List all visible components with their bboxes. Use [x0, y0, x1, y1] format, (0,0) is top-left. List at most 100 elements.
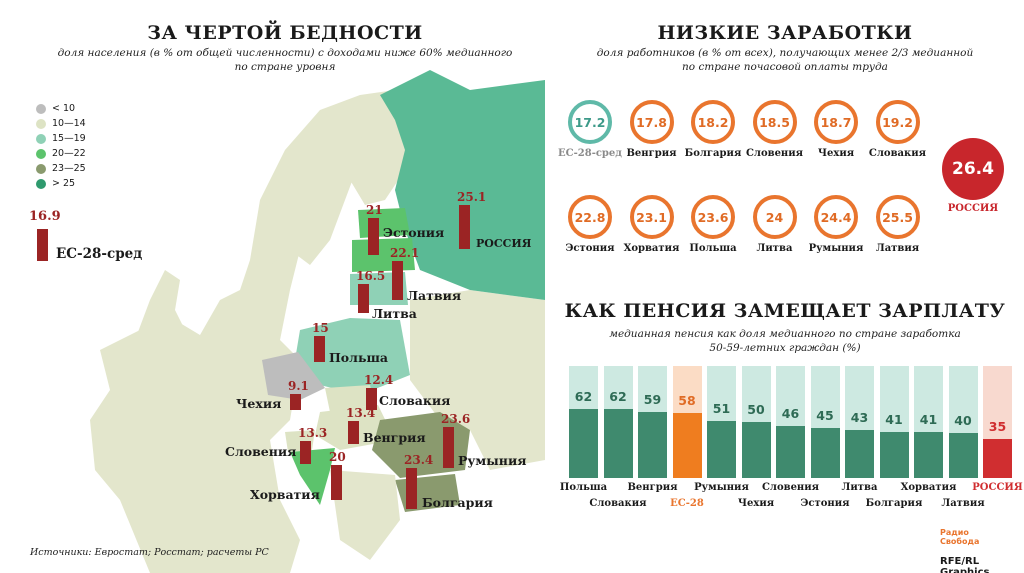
- legend-item: > 25: [36, 176, 86, 191]
- wage-circle: 22.8: [568, 195, 612, 239]
- poverty-bar: [358, 284, 369, 313]
- wage-circle: 24.4: [814, 195, 858, 239]
- wage-circle-label: Хорватия: [623, 243, 680, 254]
- legend-label: 23—25: [52, 163, 86, 174]
- pension-title: КАК ПЕНСИЯ ЗАМЕЩАЕТ ЗАРПЛАТУ: [564, 300, 1006, 322]
- wage-circle: 24: [752, 195, 797, 239]
- wage-circle-label: Польша: [689, 243, 737, 254]
- poverty-subtitle-1: доля населения (в % от общей численности…: [57, 47, 513, 59]
- legend-swatch: [36, 133, 46, 144]
- pension-bar: [914, 432, 943, 478]
- eu-poverty-label: ЕС-28-сред: [56, 246, 143, 262]
- wage-circle-label: ЕС-28-сред: [558, 148, 622, 159]
- pension-bar: [879, 432, 909, 478]
- poverty-value: 23.6: [441, 411, 471, 426]
- legend-swatch: [36, 178, 46, 189]
- poverty-bar: [368, 218, 379, 255]
- legend-swatch: [36, 118, 46, 129]
- map-russia: [380, 70, 545, 300]
- wages-subtitle-2: по стране почасовой оплаты труда: [682, 61, 888, 73]
- pension-value: 46: [781, 406, 800, 422]
- wage-circle: 23.1: [629, 195, 674, 239]
- pension-country-label: ЕС-28: [670, 498, 704, 509]
- eu-poverty-value: 16.9: [29, 209, 61, 224]
- poverty-value: 21: [366, 203, 383, 218]
- pension-value: 62: [609, 388, 627, 404]
- pension-value: 50: [747, 402, 765, 417]
- pension-country-label: Венгрия: [627, 482, 678, 493]
- pension-value: 43: [850, 409, 869, 425]
- pension-country-label: Словакия: [589, 498, 647, 509]
- legend-swatch: [36, 148, 46, 159]
- poverty-country-label: РОССИЯ: [476, 237, 532, 250]
- pension-value: 58: [678, 393, 696, 409]
- pension-value: 45: [816, 407, 834, 423]
- poverty-bar: [406, 468, 417, 509]
- pension-country-label: Хорватия: [900, 482, 957, 493]
- pension-bar: [810, 427, 840, 478]
- legend-item: 20—22: [36, 146, 86, 161]
- wage-circle: 23.6: [691, 195, 735, 239]
- wage-circle: 18.2: [691, 100, 735, 144]
- legend-swatch: [36, 103, 46, 114]
- pension-bar: [983, 438, 1012, 478]
- pension-bar: [776, 426, 805, 478]
- poverty-bar: [300, 440, 311, 464]
- poverty-country-label: Словения: [225, 444, 297, 459]
- wage-circle: 17.2: [568, 100, 612, 144]
- wage-circle-label: Болгария: [684, 148, 742, 159]
- poverty-country-label: Венгрия: [363, 430, 426, 445]
- pension-country-label: Польша: [559, 482, 608, 493]
- pension-bar: [741, 422, 771, 478]
- map-czechia: [262, 352, 325, 400]
- legend-label: 15—19: [52, 133, 86, 144]
- pension-bar: [603, 408, 633, 478]
- poverty-country-label: Латвия: [407, 288, 462, 303]
- map-land-belarus-ukraine: [410, 290, 545, 470]
- pension-bar: [845, 429, 874, 478]
- map-legend: < 10 10—14 15—19 20—22 23—25 > 25: [36, 101, 86, 191]
- poverty-bar: [392, 261, 403, 300]
- pension-country-label: Румыния: [694, 482, 749, 493]
- wages-subtitle-1: доля работников (в % от всех), получающи…: [596, 47, 974, 59]
- pension-bar: [638, 411, 667, 478]
- map-land-scandinavia: [250, 95, 390, 265]
- rferl-credit: RFE/RL Graphics: [940, 556, 990, 573]
- poverty-value: 13.3: [298, 425, 328, 440]
- pension-country-label: Болгария: [865, 498, 923, 509]
- wage-circle-label: Литва: [756, 243, 793, 254]
- pension-bar: [948, 433, 978, 478]
- wage-circle-label: Словакия: [868, 148, 927, 159]
- pension-bar: [707, 420, 736, 478]
- pension-value: 40: [954, 413, 972, 429]
- poverty-value: 9.1: [288, 379, 309, 394]
- poverty-value: 12.4: [364, 373, 394, 388]
- pension-value: 51: [712, 400, 731, 416]
- poverty-value: 16.5: [356, 269, 386, 284]
- pension-value: 62: [574, 388, 593, 404]
- wage-circle-label: Латвия: [875, 243, 920, 254]
- pension-country-label: Эстония: [800, 498, 850, 509]
- poverty-country-label: Литва: [372, 306, 417, 321]
- pension-subtitle-2: 50-59-летних граждан (%): [709, 342, 861, 354]
- poverty-bar: [366, 388, 377, 410]
- wage-circle-label: Эстония: [565, 243, 615, 254]
- wage-circle-label: Словения: [745, 148, 804, 159]
- poverty-subtitle-2: по стране уровня: [234, 61, 336, 73]
- pension-value: 59: [643, 391, 662, 407]
- pension-bar: [672, 413, 702, 478]
- poverty-value: 25.1: [457, 190, 487, 205]
- poverty-value: 23.4: [404, 453, 434, 468]
- pension-country-label: Латвия: [941, 498, 985, 509]
- russia-wage-label: РОССИЯ: [947, 203, 999, 214]
- legend-item: 15—19: [36, 131, 86, 146]
- radio-svoboda-logo: Радио Свобода: [940, 528, 980, 546]
- poverty-value: 20: [329, 450, 346, 464]
- map-slovakia: [325, 385, 375, 412]
- legend-label: > 25: [52, 178, 76, 189]
- poverty-bar: [459, 205, 470, 249]
- eu-poverty-bar: [37, 229, 48, 261]
- poverty-country-label: Румыния: [458, 453, 527, 468]
- legend-swatch: [36, 163, 46, 174]
- poverty-country-label: Польша: [329, 350, 388, 365]
